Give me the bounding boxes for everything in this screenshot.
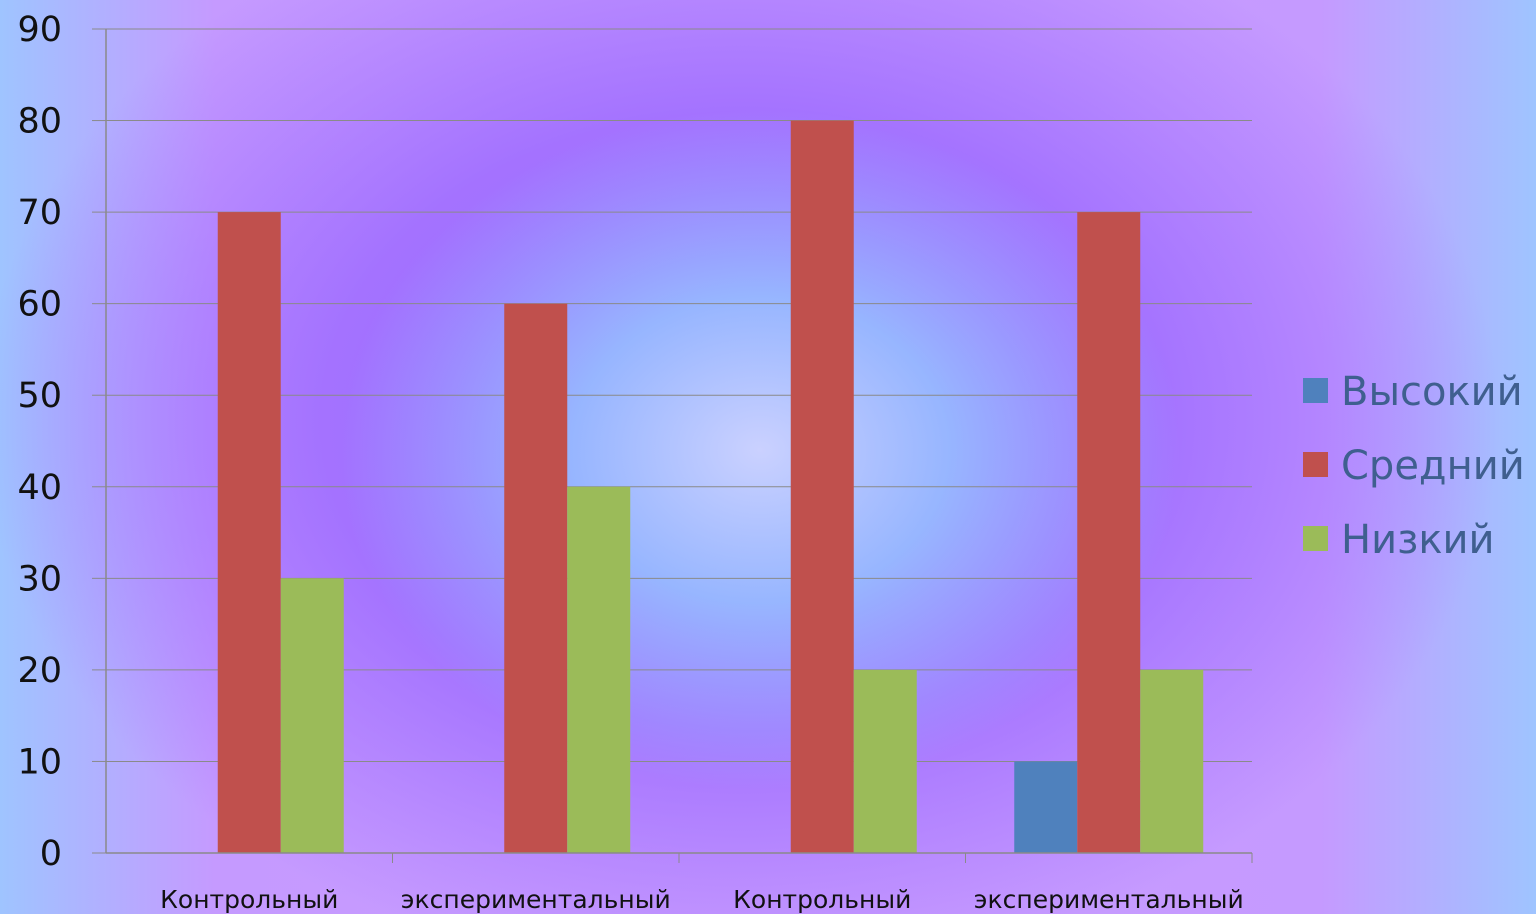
bars: [217, 120, 1204, 854]
y-tick-label: 40: [17, 468, 62, 508]
y-tick-label: 90: [17, 10, 62, 50]
x-axis-categories: Контрольный экспериментальный Контрольный э…: [160, 853, 1253, 914]
bar-средний-1: [217, 212, 281, 854]
legend-label: Высокий: [1341, 369, 1523, 415]
bar-низкий-1: [280, 578, 344, 853]
bar-средний-3: [790, 120, 854, 854]
x-category-label: Контрольный: [160, 885, 338, 914]
bar-средний-2: [504, 303, 568, 854]
legend-label: Низкий: [1341, 517, 1495, 563]
legend-label: Средний: [1341, 443, 1525, 489]
bar-высокий-4: [1014, 761, 1078, 853]
legend-swatch: [1303, 378, 1328, 403]
y-tick-label: 20: [17, 651, 62, 691]
bar-низкий-2: [567, 486, 631, 853]
y-tick-label: 30: [17, 559, 62, 599]
legend-swatch: [1303, 452, 1328, 477]
bar-низкий-3: [853, 669, 917, 853]
x-category-label: экспериментальный: [974, 885, 1244, 914]
y-tick-label: 10: [17, 742, 62, 782]
y-axis-ticks: 0 10 20 30 40 50 60 70 80 90: [17, 10, 106, 874]
bar-низкий-4: [1140, 669, 1204, 853]
y-tick-label: 50: [17, 376, 62, 416]
y-tick-label: 80: [17, 102, 62, 142]
bar-средний-4: [1077, 212, 1141, 854]
x-category-label: Контрольный: [733, 885, 911, 914]
legend: Высокий Средний Низкий: [1303, 369, 1525, 563]
y-tick-label: 60: [17, 285, 62, 325]
legend-swatch: [1303, 526, 1328, 551]
y-tick-label: 70: [17, 193, 62, 233]
x-category-label: экспериментальный: [401, 885, 671, 914]
y-tick-label: 0: [40, 834, 62, 874]
